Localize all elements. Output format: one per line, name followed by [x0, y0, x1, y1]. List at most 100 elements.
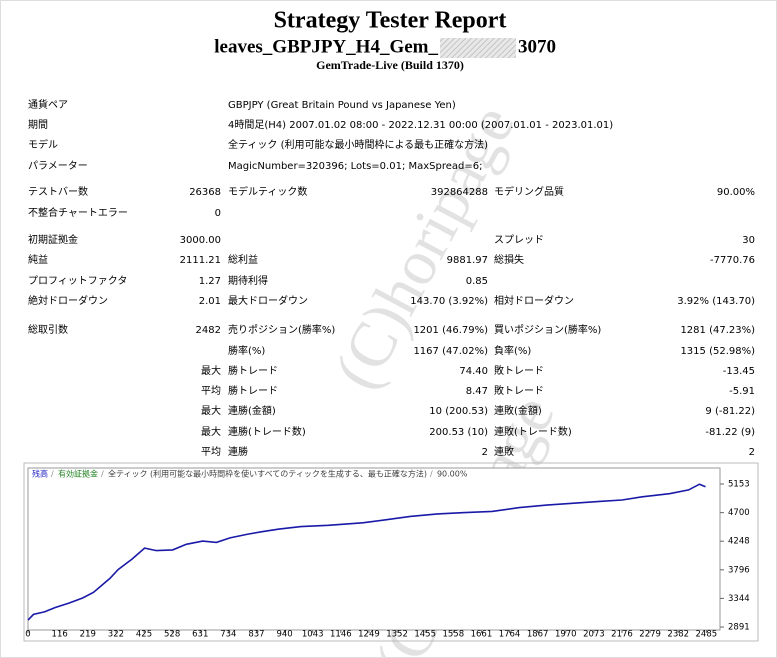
- cell-label: 相対ドローダウン: [494, 294, 574, 307]
- cell-value: -13.45: [723, 366, 755, 377]
- cell-label: 初期証拠金: [28, 233, 78, 246]
- x-tick-label: 1970: [555, 630, 577, 640]
- x-tick-label: 1455: [414, 630, 436, 640]
- x-tick-label: 1146: [330, 630, 352, 640]
- report-subtitle: leaves_GBPJPY_H4_Gem_: [214, 36, 438, 57]
- cell-label: スプレッド: [494, 234, 544, 246]
- cell-value: 0: [215, 208, 221, 219]
- x-tick-label: 2073: [583, 630, 605, 640]
- cell-label: モデルティック数: [228, 185, 307, 198]
- cell-value: 143.70 (3.92%): [410, 296, 488, 307]
- cell-value: 9 (-81.22): [705, 406, 755, 417]
- cell-label: 総取引数: [28, 323, 68, 336]
- cell-value: 3000.00: [180, 235, 221, 246]
- cell-label: プロフィットファクタ: [28, 275, 127, 287]
- chart-frame: [23, 462, 759, 642]
- x-tick-label: 2382: [667, 630, 689, 640]
- cell-value: 平均: [201, 446, 221, 458]
- y-tick-label: 5153: [728, 479, 750, 489]
- summary-table: 通貨ペア GBPJPY (Great Britain Pound vs Japan…: [28, 98, 755, 458]
- cell-label: GBPJPY (Great Britain Pound vs Japanese …: [228, 100, 456, 111]
- cell-label: 連敗: [494, 445, 514, 458]
- chart: 残高 / 有効証拠金 / 全ティック (利用可能な最小時間枠を使いすべてのティックを生成…: [25, 467, 750, 640]
- cell-label: 連勝(金額): [228, 404, 276, 417]
- cell-label: 絶対ドローダウン: [28, 294, 108, 307]
- x-tick-label: 1764: [499, 630, 521, 640]
- plot-area: [27, 467, 721, 631]
- y-tick-label: 3344: [728, 594, 750, 604]
- x-tick-label: 734: [220, 630, 236, 640]
- redacted-box: [440, 38, 516, 58]
- cell-value: -5.91: [729, 386, 755, 397]
- cell-label: 総損失: [494, 253, 524, 266]
- cell-value: 30: [742, 235, 755, 246]
- cell-label: 不整合チャートエラー: [28, 206, 128, 219]
- x-tick-label: 219: [80, 630, 96, 640]
- cell-label: 連敗(トレード数): [494, 425, 572, 438]
- cell-value: 3.92% (143.70): [677, 296, 755, 307]
- cell-value: 2: [749, 447, 755, 458]
- cell-value: 2482: [196, 325, 221, 336]
- cell-value: 1.27: [199, 276, 221, 287]
- cell-value: 74.40: [459, 366, 488, 377]
- x-tick-label: 528: [164, 630, 180, 640]
- cell-value: 1315 (52.98%): [680, 346, 755, 357]
- x-tick-label: 2279: [639, 630, 661, 640]
- legend-entry: 有効証拠金: [58, 469, 98, 479]
- cell-value: 9881.97: [447, 255, 488, 266]
- x-tick-label: 1249: [358, 630, 380, 640]
- x-tick-label: 631: [192, 630, 208, 640]
- x-tick-label: 837: [248, 630, 264, 640]
- cell-label: 連敗(金額): [494, 404, 542, 417]
- cell-value: 平均: [201, 385, 221, 397]
- legend-entry: 残高: [32, 469, 48, 479]
- cell-label: 通貨ペア: [28, 98, 68, 111]
- cell-value: 最大: [201, 404, 221, 417]
- legend-sep: /: [101, 470, 104, 479]
- y-tick-label: 4700: [728, 508, 750, 518]
- x-tick-label: 1867: [527, 630, 549, 640]
- cell-label: 最大ドローダウン: [228, 294, 308, 307]
- build: GemTrade-Live (Build 1370): [316, 58, 464, 72]
- cell-label: 全ティック (利用可能な最小時間枠による最も正確な方法): [228, 138, 488, 151]
- cell-label: 勝トレード: [228, 384, 278, 397]
- cell-label: 敗トレード: [494, 364, 544, 377]
- report-subtitle-suffix: 3070: [518, 36, 556, 57]
- cell-label: 勝トレード: [228, 364, 278, 377]
- y-tick-label: 4248: [728, 537, 750, 547]
- cell-label: パラメーター: [28, 160, 88, 172]
- cell-value: 2: [482, 447, 488, 458]
- cell-label: 総利益: [228, 253, 258, 266]
- cell-value: 0.85: [466, 276, 488, 287]
- report-title: Strategy Tester Report: [274, 8, 507, 34]
- balance-line: [27, 483, 706, 621]
- cell-label: モデリング品質: [494, 185, 564, 198]
- cell-value: 1167 (47.02%): [413, 346, 488, 357]
- cell-label: 勝率(%): [228, 344, 265, 357]
- cell-label: 連勝: [228, 445, 248, 458]
- cell-label: 期待利得: [228, 274, 268, 287]
- legend-entry: 全ティック (利用可能な最小時間枠を使いすべてのティックを生成する、最も正確な方…: [108, 469, 427, 479]
- x-tick-label: 940: [276, 630, 292, 640]
- cell-value: 10 (200.53): [429, 406, 488, 417]
- cell-value: 8.47: [466, 386, 488, 397]
- x-tick-label: 425: [136, 630, 152, 640]
- legend-sep: /: [51, 470, 54, 479]
- x-tick-label: 1352: [386, 630, 408, 640]
- x-tick-label: 2485: [696, 630, 718, 640]
- x-tick-label: 0: [25, 630, 30, 640]
- y-tick-label: 2891: [728, 623, 750, 633]
- cell-label: 期間: [28, 119, 48, 131]
- cell-value: 2.01: [199, 296, 221, 307]
- cell-value: 2111.21: [180, 255, 221, 266]
- cell-label: 純益: [28, 253, 48, 266]
- cell-label: 売りポジション(勝率%): [228, 323, 335, 336]
- cell-value: 最大: [201, 425, 221, 438]
- x-tick-label: 322: [108, 630, 124, 640]
- legend-sep: /: [430, 470, 433, 479]
- cell-value: 1281 (47.23%): [680, 325, 755, 336]
- cell-label: テストバー数: [28, 185, 88, 198]
- x-tick-label: 2176: [611, 630, 633, 640]
- cell-value: 26368: [189, 187, 221, 198]
- cell-value: -81.22 (9): [705, 427, 755, 438]
